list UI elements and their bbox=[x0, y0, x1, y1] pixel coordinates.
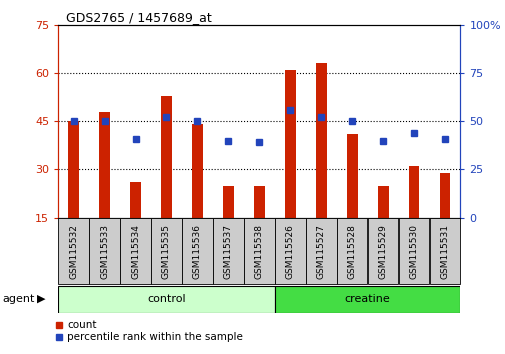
FancyBboxPatch shape bbox=[274, 218, 305, 284]
Text: control: control bbox=[147, 294, 185, 304]
Text: GSM115531: GSM115531 bbox=[440, 224, 448, 279]
Text: GSM115528: GSM115528 bbox=[347, 224, 356, 279]
Bar bbox=[99, 112, 110, 218]
Bar bbox=[161, 96, 172, 218]
FancyBboxPatch shape bbox=[367, 218, 397, 284]
Bar bbox=[377, 185, 388, 218]
Bar bbox=[408, 166, 419, 218]
FancyBboxPatch shape bbox=[274, 286, 460, 313]
FancyBboxPatch shape bbox=[336, 218, 367, 284]
FancyBboxPatch shape bbox=[151, 218, 181, 284]
Text: GDS2765 / 1457689_at: GDS2765 / 1457689_at bbox=[66, 11, 211, 24]
FancyBboxPatch shape bbox=[429, 218, 460, 284]
Bar bbox=[223, 185, 233, 218]
Legend: count, percentile rank within the sample: count, percentile rank within the sample bbox=[56, 320, 243, 342]
Text: GSM115527: GSM115527 bbox=[316, 224, 325, 279]
FancyBboxPatch shape bbox=[182, 218, 212, 284]
Text: creatine: creatine bbox=[344, 294, 390, 304]
Text: ▶: ▶ bbox=[37, 294, 45, 304]
Bar bbox=[68, 121, 79, 218]
Text: GSM115535: GSM115535 bbox=[162, 224, 171, 279]
FancyBboxPatch shape bbox=[58, 218, 89, 284]
FancyBboxPatch shape bbox=[306, 218, 336, 284]
FancyBboxPatch shape bbox=[58, 286, 274, 313]
Text: GSM115533: GSM115533 bbox=[100, 224, 109, 279]
FancyBboxPatch shape bbox=[398, 218, 429, 284]
Text: GSM115530: GSM115530 bbox=[409, 224, 418, 279]
Text: GSM115526: GSM115526 bbox=[285, 224, 294, 279]
Bar bbox=[439, 173, 449, 218]
Bar bbox=[254, 185, 264, 218]
Text: GSM115538: GSM115538 bbox=[255, 224, 263, 279]
Text: GSM115534: GSM115534 bbox=[131, 224, 140, 279]
Text: GSM115529: GSM115529 bbox=[378, 224, 387, 279]
Bar bbox=[130, 182, 141, 218]
FancyBboxPatch shape bbox=[213, 218, 243, 284]
Text: GSM115537: GSM115537 bbox=[223, 224, 232, 279]
Text: agent: agent bbox=[3, 294, 35, 304]
Bar bbox=[346, 134, 357, 218]
FancyBboxPatch shape bbox=[243, 218, 274, 284]
Bar bbox=[284, 70, 295, 218]
Bar bbox=[315, 63, 326, 218]
FancyBboxPatch shape bbox=[89, 218, 120, 284]
Bar bbox=[191, 125, 203, 218]
Text: GSM115536: GSM115536 bbox=[192, 224, 201, 279]
FancyBboxPatch shape bbox=[120, 218, 150, 284]
Text: GSM115532: GSM115532 bbox=[69, 224, 78, 279]
